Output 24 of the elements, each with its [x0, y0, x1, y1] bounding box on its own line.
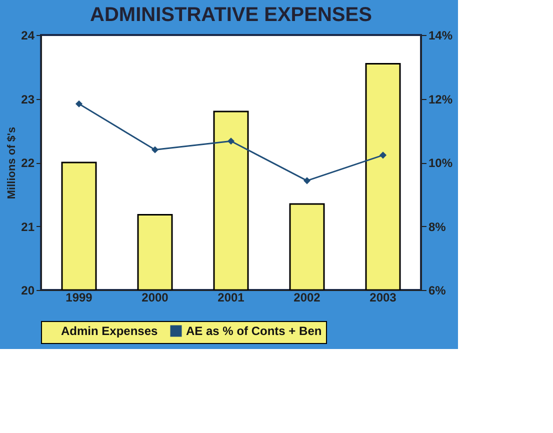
y2-tick-label: 14%	[428, 28, 453, 42]
y-tick-label: 23	[21, 92, 35, 106]
y-tick-label: 21	[21, 220, 35, 234]
x-tick-label: 2000	[142, 290, 169, 304]
x-tick-label: 1999	[66, 290, 93, 304]
x-tick-label: 2001	[218, 290, 245, 304]
y2-tick-label: 6%	[428, 284, 446, 298]
text: Admin Expenses	[61, 324, 158, 338]
point	[75, 100, 83, 108]
x-tick-label: 2003	[370, 290, 397, 304]
chart-title: ADMINISTRATIVE EXPENSES	[90, 4, 372, 26]
y-tick-label: 20	[21, 284, 35, 298]
y2-tick-label: 12%	[428, 92, 453, 106]
y-tick-label: 24	[21, 28, 35, 42]
y-axis-title: Millions of $'s	[6, 126, 18, 200]
point	[379, 152, 387, 159]
y-tick-label: 22	[21, 156, 35, 170]
y2-tick-label: 10%	[428, 156, 453, 170]
y2-tick-label: 8%	[428, 220, 446, 234]
point	[303, 177, 311, 184]
point	[227, 138, 235, 145]
legend-label: AE as % of Conts + Ben	[186, 324, 322, 338]
point	[151, 146, 159, 154]
x-tick-label: 2002	[294, 290, 321, 304]
